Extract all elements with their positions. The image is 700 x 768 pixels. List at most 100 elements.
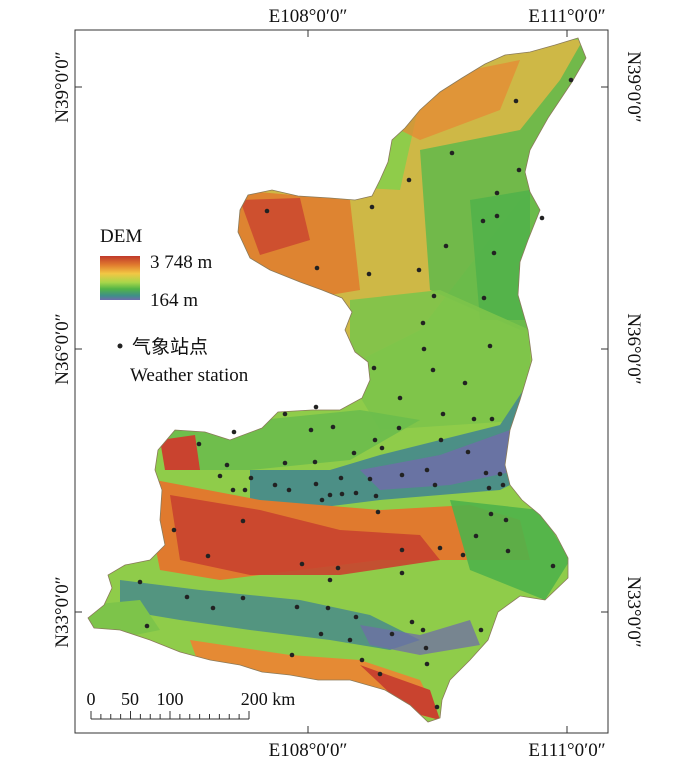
legend-color-ramp [100, 256, 140, 300]
weather-station-dot [137, 579, 143, 585]
weather-station-dot [516, 167, 522, 173]
weather-station-dot [282, 411, 288, 417]
map-frame [74, 29, 609, 734]
weather-station-dot [335, 565, 341, 571]
weather-station-dot [424, 661, 430, 667]
right-label-39: N39°0′0″ [623, 51, 644, 122]
weather-station-dot [230, 487, 236, 493]
weather-station-dot [312, 459, 318, 465]
bottom-label-108: E108°0′0″ [269, 740, 348, 761]
legend-title: DEM [100, 226, 142, 247]
top-label-111: E111°0′0″ [528, 6, 605, 27]
weather-station-dot [420, 627, 426, 633]
weather-station-dot [264, 208, 270, 214]
weather-station-dot [351, 450, 357, 456]
weather-station-dot [366, 271, 372, 277]
weather-station-dot [240, 595, 246, 601]
weather-station-dot [487, 343, 493, 349]
right-label-36: N36°0′0″ [623, 313, 644, 384]
weather-station-dot [171, 527, 177, 533]
left-label-33: N33°0′0″ [52, 576, 73, 647]
weather-station-dot [440, 411, 446, 417]
weather-station-dot [240, 518, 246, 524]
weather-station-dot [486, 485, 492, 491]
weather-station-dot [550, 563, 556, 569]
scale-label-0: 0 [87, 689, 96, 709]
weather-station-dot [423, 645, 429, 651]
left-label-36: N36°0′0″ [52, 313, 73, 384]
weather-station-dot [431, 293, 437, 299]
weather-station-dot [432, 482, 438, 488]
weather-station-dot [420, 320, 426, 326]
weather-station-dot [568, 77, 574, 83]
weather-station-dot [379, 445, 385, 451]
weather-station-dot [375, 509, 381, 515]
weather-station-dot [505, 548, 511, 554]
weather-station-dot [353, 490, 359, 496]
weather-station-dot [318, 631, 324, 637]
weather-station-dot [282, 460, 288, 466]
weather-station-dot [325, 605, 331, 611]
weather-station-dot [478, 627, 484, 633]
weather-station-dot [421, 346, 427, 352]
weather-station-dot [491, 250, 497, 256]
legend: DEM 3 748 m 164 m 气象站点 Weather station [100, 226, 249, 386]
graticule-ticks [75, 30, 608, 733]
weather-station-dot [314, 265, 320, 271]
weather-station-dot [210, 605, 216, 611]
weather-stations [137, 77, 574, 710]
weather-station-dot [416, 267, 422, 273]
weather-station-dot [481, 295, 487, 301]
weather-station-dot [396, 425, 402, 431]
weather-station-dot [424, 467, 430, 473]
scale-label-200: 200 km [241, 689, 296, 709]
weather-station-dot [242, 487, 248, 493]
weather-station-dot [144, 623, 150, 629]
weather-station-dot [347, 637, 353, 643]
weather-station-dot [497, 471, 503, 477]
legend-max-label: 3 748 m [150, 252, 213, 273]
weather-station-dot [224, 462, 230, 468]
weather-station-dot [196, 441, 202, 447]
weather-station-dot [399, 547, 405, 553]
weather-station-dot [489, 416, 495, 422]
legend-station-label-en: Weather station [130, 365, 249, 386]
weather-station-dot [338, 475, 344, 481]
province-outline [87, 37, 587, 723]
weather-station-dot [313, 404, 319, 410]
weather-station-dot [503, 517, 509, 523]
weather-station-dot [308, 427, 314, 433]
weather-station-dot [443, 243, 449, 249]
legend-station-dot-icon [117, 343, 123, 349]
scale-bar-line [90, 711, 250, 720]
weather-station-dot [500, 482, 506, 488]
weather-station-dot [389, 631, 395, 637]
scale-bar: 0 50 100 200 km [87, 689, 296, 720]
weather-station-dot [373, 493, 379, 499]
weather-station-dot [299, 561, 305, 567]
weather-station-dot [327, 577, 333, 583]
weather-station-dot [449, 150, 455, 156]
weather-station-dot [539, 215, 545, 221]
weather-station-dot [272, 482, 278, 488]
weather-station-dot [465, 449, 471, 455]
weather-station-dot [434, 704, 440, 710]
weather-station-dot [294, 604, 300, 610]
weather-station-dot [217, 473, 223, 479]
weather-station-dot [494, 213, 500, 219]
weather-station-dot [399, 472, 405, 478]
scale-label-100: 100 [157, 689, 184, 709]
bottom-label-111: E111°0′0″ [528, 740, 605, 761]
weather-station-dot [286, 487, 292, 493]
weather-station-dot [248, 475, 254, 481]
weather-station-dot [371, 365, 377, 371]
weather-station-dot [353, 614, 359, 620]
weather-station-dot [313, 481, 319, 487]
weather-station-dot [488, 511, 494, 517]
weather-station-dot [513, 98, 519, 104]
right-label-33: N33°0′0″ [623, 576, 644, 647]
weather-station-dot [231, 429, 237, 435]
legend-min-label: 164 m [150, 290, 198, 311]
weather-station-dot [184, 594, 190, 600]
